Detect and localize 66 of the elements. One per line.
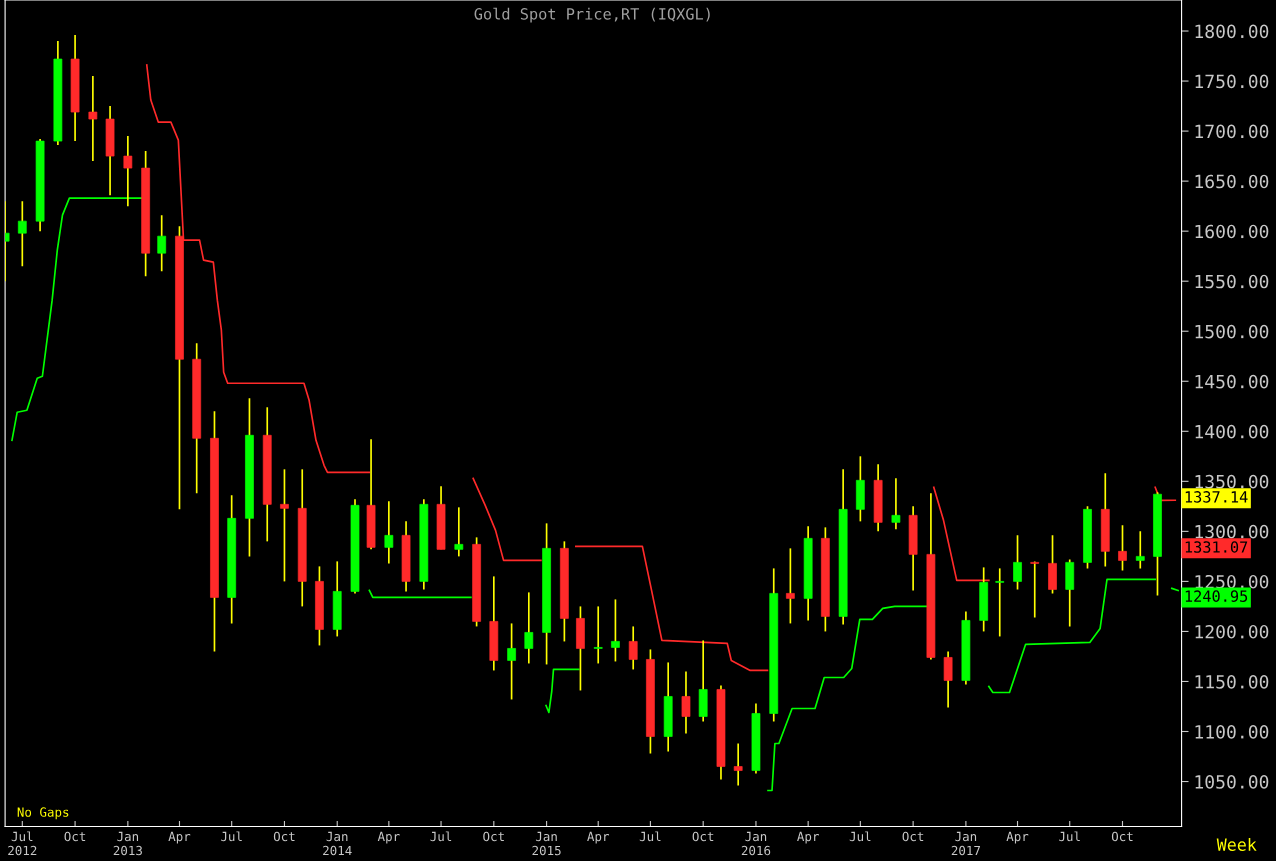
- y-tick-label: 1300.00: [1195, 524, 1269, 539]
- y-tick-label: 1350.00: [1195, 474, 1269, 489]
- annotation: 1331.07: [1185, 541, 1248, 553]
- x-tick-label: Oct: [1111, 831, 1133, 842]
- candlestick: [1118, 524, 1127, 572]
- y-tick-label: 1050.00: [1195, 775, 1269, 789]
- text: Week: [1216, 838, 1257, 851]
- annotation: 1240.95: [1185, 590, 1248, 602]
- candlestick: [524, 591, 534, 665]
- annotation: No Gaps: [17, 807, 69, 820]
- candlestick: [1030, 560, 1040, 619]
- y-tick-label: 1450.00: [1195, 374, 1269, 389]
- x-tick-label: Jan 2017: [951, 831, 981, 856]
- y-tick-label: 1100.00: [1195, 725, 1269, 739]
- x-tick-label: Jan 2014: [323, 831, 352, 856]
- x-tick-label: Apr: [1006, 831, 1029, 844]
- x-tick-label: Oct: [902, 831, 924, 842]
- candlestick: [943, 650, 953, 709]
- candlestick: [1013, 534, 1022, 591]
- candlestick: [628, 625, 638, 671]
- x-tick-label: Jul 2012: [8, 831, 37, 856]
- x-tick-label: Jul: [639, 831, 661, 842]
- candlestick: [995, 567, 1005, 638]
- y-tick-label: 1650.00: [1195, 174, 1269, 189]
- x-tick-label: Apr: [587, 831, 610, 844]
- y-tick-label: 1200.00: [1195, 624, 1269, 639]
- x-tick-label: Jul: [430, 831, 452, 842]
- x-tick-label: Jul: [1059, 831, 1080, 842]
- x-tick-label: Oct: [64, 831, 86, 842]
- x-tick-label: Jan 2015: [532, 831, 561, 856]
- y-tick-label: 1800.00: [1195, 24, 1269, 39]
- chart-title: Gold Spot Price,RT (IQXGL): [474, 7, 710, 23]
- x-tick-label: Apr: [377, 831, 400, 844]
- x-tick-label: Jan 2013: [113, 831, 142, 856]
- x-tick-label: Apr: [168, 831, 191, 844]
- candlestick: [280, 468, 289, 583]
- y-tick-label: 1400.00: [1195, 424, 1269, 439]
- candlestick: [88, 75, 98, 162]
- candlestick: [157, 214, 167, 273]
- candlestick: [454, 506, 464, 558]
- candlestick: [611, 598, 620, 663]
- x-tick-label: Jul: [849, 831, 871, 842]
- x-tick-label: Apr: [797, 831, 819, 844]
- candlestick: [507, 622, 516, 701]
- x-tick-label: Oct: [273, 831, 295, 842]
- candlestick: [123, 135, 133, 207]
- candlestick: [891, 477, 901, 531]
- candlestick: [384, 500, 394, 565]
- y-tick-label: 1500.00: [1195, 324, 1269, 339]
- x-tick-label: Jul: [221, 831, 242, 842]
- y-tick-label: 1700.00: [1195, 124, 1269, 139]
- x-tick-label: Oct: [483, 831, 504, 842]
- x-tick-label: Jan 2016: [741, 831, 771, 856]
- y-tick-label: 1150.00: [1195, 674, 1269, 689]
- candlestick: [1135, 530, 1145, 570]
- candlestick: [733, 742, 743, 787]
- annotation: 1337.14: [1185, 491, 1248, 503]
- candlestick: [593, 605, 603, 665]
- y-tick-label: 1600.00: [1195, 224, 1269, 239]
- candlestick: [681, 670, 691, 735]
- y-tick-label: 1750.00: [1195, 74, 1269, 89]
- candlestick: [17, 200, 27, 268]
- y-tick-label: 1550.00: [1195, 274, 1269, 289]
- y-tick-label: 1250.00: [1195, 574, 1269, 589]
- x-tick-label: Oct: [692, 831, 714, 842]
- candlestick: [786, 547, 795, 625]
